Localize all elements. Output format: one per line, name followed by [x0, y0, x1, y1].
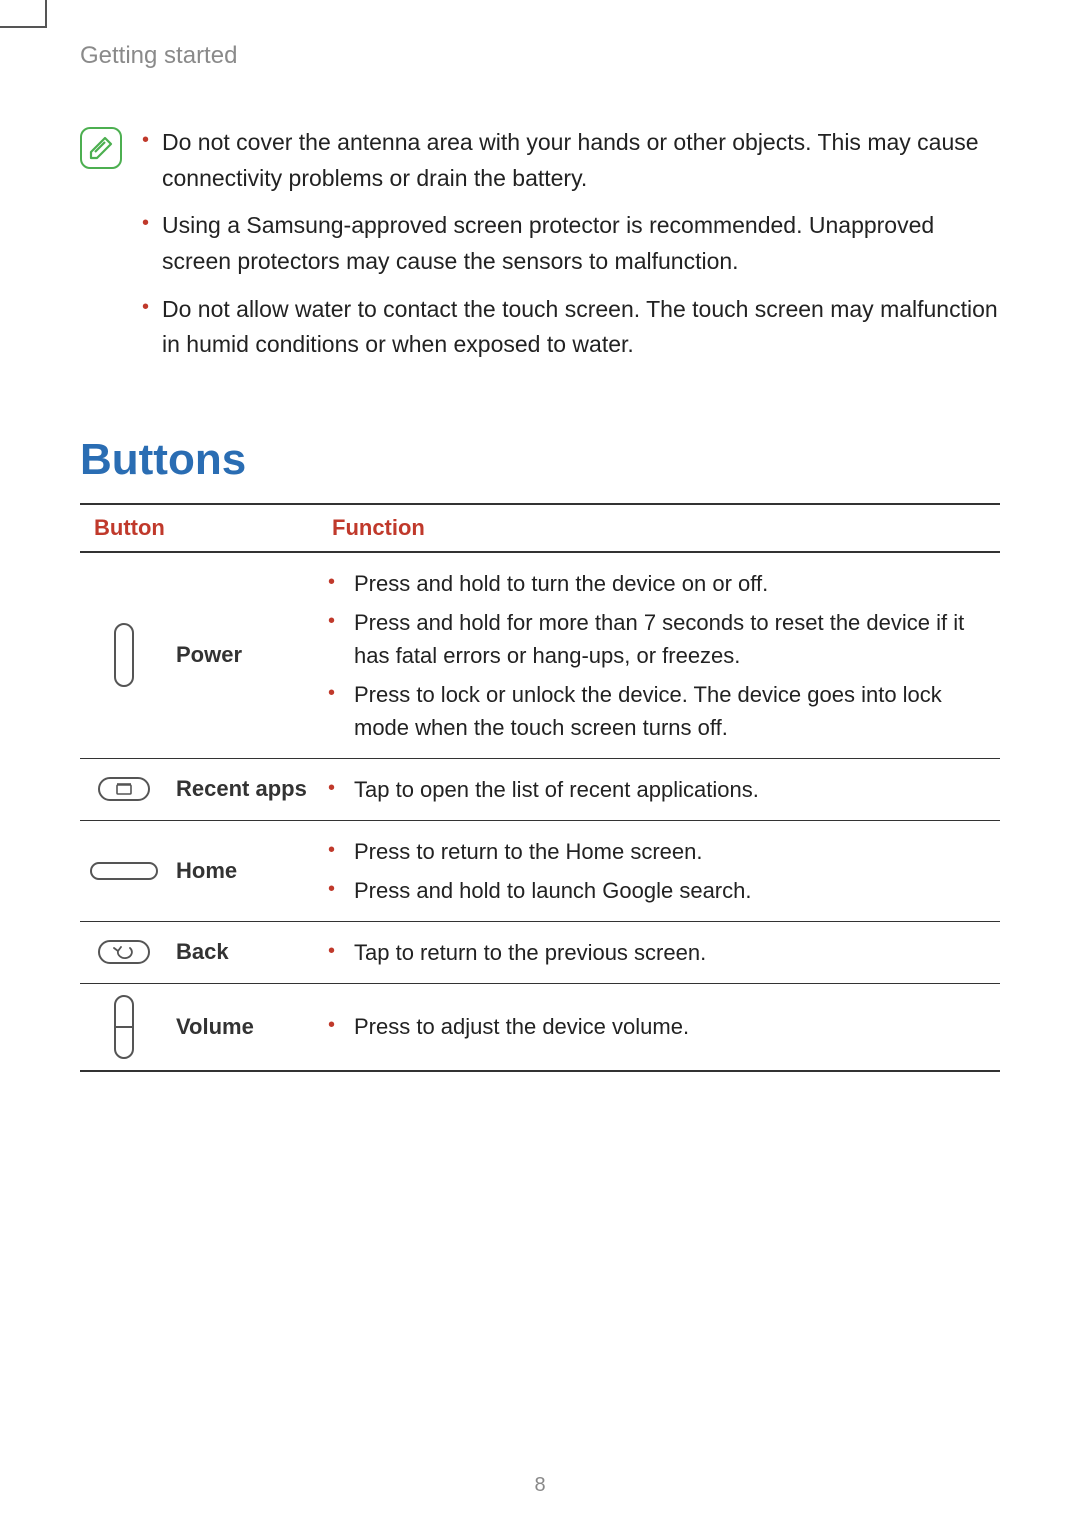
button-icon-cell	[80, 758, 168, 820]
table-row: Power Press and hold to turn the device …	[80, 552, 1000, 759]
button-functions: Tap to open the list of recent applicati…	[318, 758, 1000, 820]
note-icon-wrap	[80, 127, 122, 169]
button-label: Power	[168, 552, 318, 759]
table-header-button: Button	[80, 504, 318, 552]
function-item: Tap to return to the previous screen.	[326, 936, 992, 969]
button-icon-cell	[80, 921, 168, 983]
table-header-function: Function	[318, 504, 1000, 552]
function-item: Press to lock or unlock the device. The …	[326, 678, 992, 744]
home-button-icon	[88, 860, 160, 882]
recent-apps-icon	[96, 775, 152, 803]
note-block: Do not cover the antenna area with your …	[80, 125, 1000, 375]
button-icon-cell	[80, 820, 168, 921]
crop-mark-v	[45, 0, 47, 28]
back-button-icon	[96, 938, 152, 966]
page-number: 8	[0, 1474, 1080, 1497]
table-row: Back Tap to return to the previous scree…	[80, 921, 1000, 983]
note-list: Do not cover the antenna area with your …	[140, 125, 1000, 375]
button-label: Volume	[168, 983, 318, 1071]
power-button-icon	[109, 620, 139, 690]
button-label: Back	[168, 921, 318, 983]
button-functions: Press to adjust the device volume.	[318, 983, 1000, 1071]
button-icon-cell	[80, 983, 168, 1071]
note-item: Do not cover the antenna area with your …	[140, 125, 1000, 196]
note-item: Using a Samsung-approved screen protecto…	[140, 208, 1000, 279]
pen-icon	[87, 134, 115, 162]
manual-page: Getting started Do not cover the antenna…	[0, 0, 1080, 1527]
button-functions: Press to return to the Home screen. Pres…	[318, 820, 1000, 921]
buttons-table: Button Function Power Press and hold to …	[80, 503, 1000, 1072]
button-label: Home	[168, 820, 318, 921]
function-item: Press and hold for more than 7 seconds t…	[326, 606, 992, 672]
button-icon-cell	[80, 552, 168, 759]
function-item: Press and hold to turn the device on or …	[326, 567, 992, 600]
note-item: Do not allow water to contact the touch …	[140, 292, 1000, 363]
function-item: Press and hold to launch Google search.	[326, 874, 992, 907]
note-icon	[80, 127, 122, 169]
table-row: Home Press to return to the Home screen.…	[80, 820, 1000, 921]
button-functions: Press and hold to turn the device on or …	[318, 552, 1000, 759]
chapter-title: Getting started	[80, 42, 1080, 70]
function-item: Press to return to the Home screen.	[326, 835, 992, 868]
button-label: Recent apps	[168, 758, 318, 820]
function-item: Tap to open the list of recent applicati…	[326, 773, 992, 806]
function-item: Press to adjust the device volume.	[326, 1010, 992, 1043]
section-heading: Buttons	[80, 435, 1080, 485]
volume-button-icon	[109, 992, 139, 1062]
table-row: Volume Press to adjust the device volume…	[80, 983, 1000, 1071]
crop-mark-h	[0, 26, 46, 28]
button-functions: Tap to return to the previous screen.	[318, 921, 1000, 983]
table-row: Recent apps Tap to open the list of rece…	[80, 758, 1000, 820]
